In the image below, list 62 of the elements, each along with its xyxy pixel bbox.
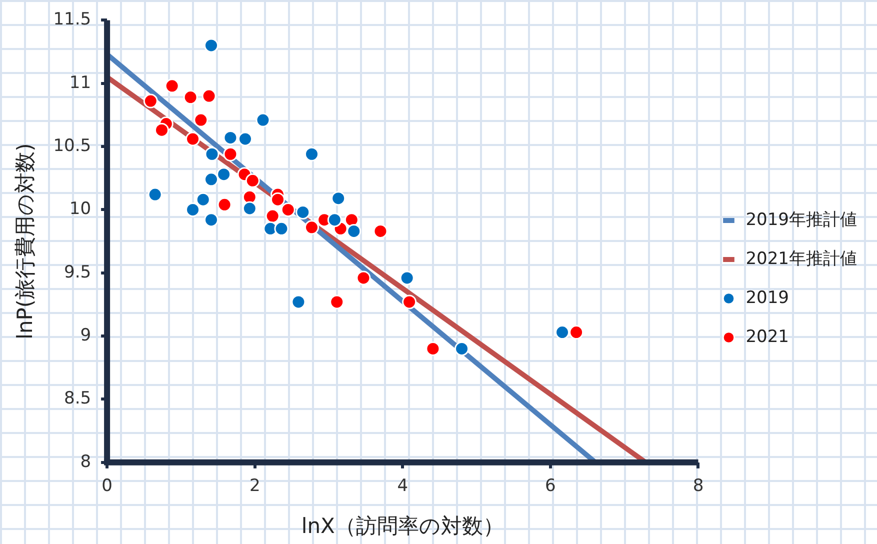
point bbox=[217, 197, 232, 212]
legend-label: 2019年推計値 bbox=[746, 210, 857, 230]
point bbox=[346, 224, 362, 238]
x-tick-label: 6 bbox=[545, 476, 556, 496]
point bbox=[194, 112, 208, 128]
point bbox=[426, 341, 440, 356]
point bbox=[202, 88, 216, 104]
y-tick-label: 8 bbox=[80, 452, 92, 472]
point bbox=[148, 187, 162, 202]
point bbox=[196, 192, 210, 207]
point bbox=[223, 146, 238, 162]
point bbox=[400, 270, 414, 286]
point bbox=[164, 78, 180, 94]
x-tick-label: 4 bbox=[397, 476, 408, 496]
point bbox=[204, 212, 218, 228]
point bbox=[304, 220, 319, 235]
point bbox=[265, 208, 280, 224]
point bbox=[569, 325, 584, 340]
legend-label: 2021年推計値 bbox=[746, 248, 857, 269]
point bbox=[256, 112, 270, 128]
y-tick-label: 10.5 bbox=[53, 136, 92, 156]
x-tick-label: 2 bbox=[249, 476, 260, 496]
point bbox=[223, 130, 238, 145]
point bbox=[143, 94, 158, 108]
y-tick-label: 11.5 bbox=[53, 10, 92, 30]
point bbox=[402, 294, 417, 310]
point bbox=[356, 270, 371, 286]
point bbox=[245, 173, 260, 188]
y-tick-label: 9.5 bbox=[64, 262, 92, 282]
point bbox=[291, 294, 306, 310]
x-tick-label: 8 bbox=[692, 476, 704, 496]
point bbox=[242, 201, 257, 216]
point bbox=[204, 172, 218, 187]
point bbox=[154, 122, 169, 138]
point bbox=[330, 294, 344, 310]
point bbox=[280, 202, 296, 217]
legend-label: 2021 bbox=[746, 326, 789, 347]
point bbox=[331, 191, 346, 206]
point bbox=[296, 204, 310, 220]
y-tick-label: 10 bbox=[69, 199, 92, 220]
point bbox=[304, 146, 319, 162]
point bbox=[373, 224, 388, 238]
y-tick-label: 8.5 bbox=[64, 388, 92, 409]
point bbox=[204, 38, 218, 53]
point bbox=[344, 212, 359, 228]
point bbox=[238, 132, 252, 146]
x-axis-title: lnX（訪問率の対数） bbox=[301, 514, 504, 538]
point bbox=[204, 146, 220, 162]
point bbox=[555, 325, 570, 340]
point bbox=[183, 90, 198, 105]
y-tick-label: 9 bbox=[80, 325, 92, 346]
y-tick-label: 11 bbox=[69, 72, 92, 93]
point bbox=[454, 341, 470, 356]
point bbox=[327, 212, 342, 228]
y-axis-title: lnP(旅行費用の対数) bbox=[13, 143, 38, 340]
x-tick-label: 0 bbox=[102, 476, 112, 496]
point bbox=[270, 192, 286, 207]
point bbox=[274, 221, 289, 236]
legend-label: 2019 bbox=[746, 288, 789, 308]
point bbox=[216, 167, 232, 182]
point bbox=[186, 202, 200, 217]
point bbox=[186, 132, 200, 146]
